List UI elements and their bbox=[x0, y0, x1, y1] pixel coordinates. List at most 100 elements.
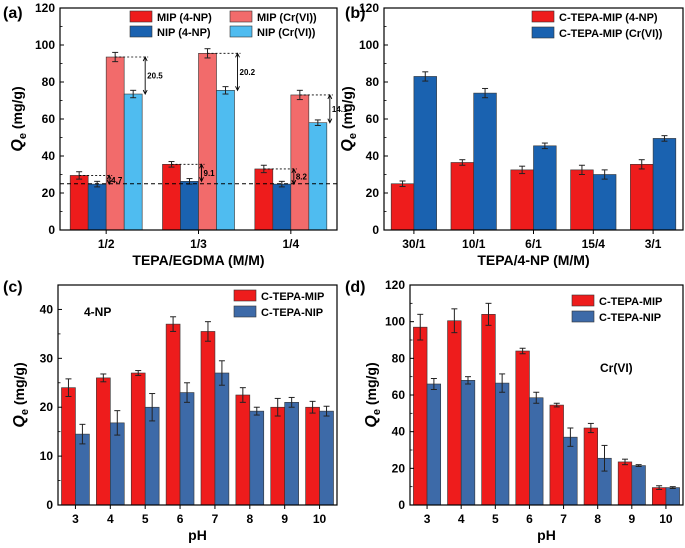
legend-swatch bbox=[233, 305, 257, 318]
x-tick-label: 9 bbox=[628, 512, 635, 526]
y-tick-label: 80 bbox=[392, 351, 406, 365]
bar bbox=[617, 461, 633, 506]
arrow-head bbox=[199, 163, 204, 169]
difference-label: 20.5 bbox=[147, 72, 163, 81]
x-tick-label: 3 bbox=[424, 512, 431, 526]
y-tick-label: 10 bbox=[40, 449, 54, 463]
bar bbox=[270, 406, 285, 506]
y-tick-label: 20 bbox=[40, 400, 54, 414]
bar bbox=[235, 394, 251, 506]
y-axis-subscript: e bbox=[347, 133, 359, 139]
legend-entry: C-TEPA-MIP (Cr(VI)) bbox=[559, 28, 663, 40]
bar bbox=[198, 53, 217, 231]
plot-frame bbox=[57, 284, 338, 506]
y-axis-label: Qe (mg/g) bbox=[9, 86, 29, 151]
bar bbox=[549, 404, 564, 506]
bar bbox=[460, 380, 476, 506]
bar bbox=[426, 383, 442, 506]
bar bbox=[583, 427, 598, 506]
legend-entry: C-TEPA-NIP bbox=[599, 312, 661, 324]
x-tick-label: 7 bbox=[212, 512, 219, 526]
x-tick-label: 10 bbox=[659, 512, 673, 526]
x-tick-label: 6/1 bbox=[525, 237, 542, 251]
legend-swatch bbox=[531, 26, 555, 39]
y-tick-label: 60 bbox=[366, 112, 380, 126]
arrow-head bbox=[291, 179, 297, 186]
bar bbox=[651, 487, 667, 506]
bar bbox=[447, 320, 462, 506]
bar bbox=[630, 164, 654, 231]
y-axis-symbol: Q bbox=[363, 415, 380, 428]
chart-panel-3: 0 20 40 60 80 100 120 3 4 5 6 7 8 9 10 pH Qe (mg/g) (d) Cr… bbox=[345, 278, 684, 543]
y-axis-subscript: e bbox=[371, 409, 383, 415]
y-tick-label: 30 bbox=[40, 351, 54, 365]
y-axis-subscript: e bbox=[19, 409, 31, 415]
x-tick-label: 4 bbox=[458, 512, 465, 526]
bar bbox=[495, 382, 510, 506]
y-axis-symbol: Q bbox=[11, 415, 28, 428]
arrow-head bbox=[327, 93, 333, 100]
bar bbox=[61, 387, 76, 506]
bar bbox=[529, 397, 544, 506]
arrow-head bbox=[235, 86, 240, 92]
legend-entry: MIP (Cr(VI)) bbox=[257, 12, 317, 24]
y-tick-label: 100 bbox=[35, 38, 55, 52]
chart-panel-0: 4.7 20.5 9.1 20.2 8.2 14.1 0 20 40 60 80 100 120 1/2 1… bbox=[3, 1, 348, 268]
bar bbox=[87, 183, 107, 231]
difference-label: 9.1 bbox=[204, 169, 216, 178]
panel-label: (a) bbox=[3, 5, 23, 22]
y-tick-label: 60 bbox=[42, 112, 56, 126]
legend-entry: MIP (4-NP) bbox=[157, 12, 212, 24]
arrow-head bbox=[199, 177, 204, 183]
y-axis-label: Qe (mg/g) bbox=[363, 362, 383, 427]
legend-swatch bbox=[129, 25, 153, 38]
arrow-head bbox=[235, 52, 240, 58]
bar bbox=[249, 410, 265, 506]
y-tick-label: 100 bbox=[385, 315, 405, 329]
x-axis-label: pH bbox=[188, 527, 207, 543]
y-tick-label: 80 bbox=[366, 75, 380, 89]
bar bbox=[390, 183, 415, 231]
y-tick-label: 20 bbox=[42, 186, 56, 200]
difference-label: 8.2 bbox=[296, 173, 308, 182]
y-axis-label: Qe (mg/g) bbox=[11, 362, 31, 427]
x-tick-label: 9 bbox=[281, 512, 288, 526]
chart-panel-2: 0 10 20 30 40 3 4 5 6 7 8 9 10 pH Qe (mg/g) (c) 4-NP C-TE… bbox=[3, 279, 338, 543]
y-tick-label: 20 bbox=[366, 186, 380, 200]
arrow-head bbox=[291, 167, 297, 174]
bar bbox=[123, 93, 143, 231]
y-tick-label: 120 bbox=[359, 1, 379, 15]
y-axis-unit: (mg/g) bbox=[339, 86, 355, 133]
legend-swatch bbox=[233, 289, 257, 302]
bar bbox=[180, 181, 199, 231]
legend-swatch bbox=[129, 10, 153, 23]
bar bbox=[631, 465, 646, 506]
legend-swatch bbox=[571, 310, 595, 323]
y-axis-unit: (mg/g) bbox=[9, 86, 25, 133]
x-axis-label: TEPA/4-NP (M/M) bbox=[477, 252, 589, 268]
legend-swatch bbox=[229, 25, 253, 38]
bar bbox=[254, 168, 274, 231]
x-tick-label: 8 bbox=[594, 512, 601, 526]
y-tick-label: 40 bbox=[40, 302, 54, 316]
legend-swatch bbox=[571, 294, 595, 307]
bar bbox=[450, 162, 475, 231]
bar bbox=[144, 406, 160, 506]
plot-annotation: 4-NP bbox=[84, 305, 111, 319]
legend-entry: C-TEPA-MIP bbox=[599, 296, 662, 308]
bar bbox=[570, 169, 594, 231]
legend-entry: C-TEPA-MIP bbox=[261, 291, 324, 303]
y-axis-symbol: Q bbox=[339, 139, 356, 152]
x-tick-label: 15/4 bbox=[582, 237, 606, 251]
y-tick-label: 40 bbox=[392, 425, 406, 439]
y-tick-label: 40 bbox=[42, 149, 56, 163]
y-tick-label: 20 bbox=[392, 461, 406, 475]
x-tick-label: 10/1 bbox=[462, 237, 486, 251]
y-tick-label: 40 bbox=[366, 149, 380, 163]
legend-entry: C-TEPA-NIP bbox=[261, 307, 323, 319]
bar bbox=[162, 164, 181, 231]
legend-entry: NIP (4-NP) bbox=[157, 27, 211, 39]
legend-entry: C-TEPA-MIP (4-NP) bbox=[559, 12, 658, 24]
x-tick-label: 8 bbox=[246, 512, 253, 526]
